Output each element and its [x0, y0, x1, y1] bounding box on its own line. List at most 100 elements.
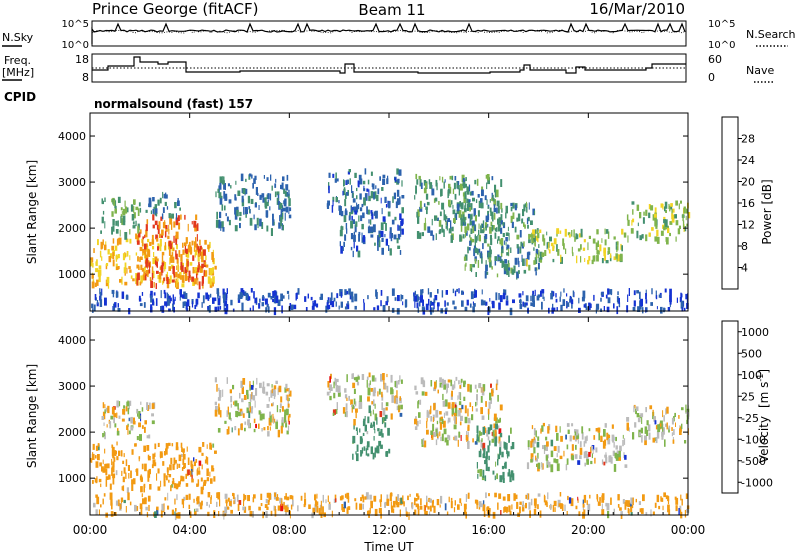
power-cell: [660, 203, 664, 208]
power-cell: [396, 198, 400, 206]
velocity-cell: [190, 464, 194, 472]
power-cell: [126, 207, 129, 213]
velocity-cell: [597, 427, 601, 433]
velocity-cell: [430, 416, 432, 422]
power-cell: [537, 294, 541, 298]
velocity-cell: [548, 461, 551, 468]
velocity-cell: [464, 416, 468, 424]
power-cell: [273, 296, 276, 304]
power-cell: [530, 234, 533, 238]
velocity-cell: [513, 493, 516, 501]
power-cell: [401, 207, 404, 214]
power-cell: [616, 257, 618, 262]
velocity-cell: [441, 384, 443, 388]
velocity-cell: [128, 417, 130, 422]
power-cell: [560, 256, 563, 264]
velocity-cell: [507, 472, 511, 477]
velocity-cell: [333, 392, 336, 399]
power-cell: [201, 302, 203, 308]
velocity-cell: [435, 429, 438, 437]
power-cell: [168, 213, 171, 219]
power-cell: [264, 298, 268, 305]
velocity-cell: [266, 506, 269, 510]
velocity-cell: [529, 510, 531, 518]
power-cell: [147, 269, 151, 274]
velocity-cell: [126, 401, 130, 407]
power-cell: [381, 247, 384, 255]
power-cell: [473, 210, 476, 217]
velocity-cell: [482, 384, 486, 391]
power-cell: [117, 238, 119, 244]
power-cell: [370, 171, 373, 176]
velocity-cell: [663, 427, 665, 435]
power-cell: [580, 244, 582, 250]
velocity-cell: [454, 435, 458, 441]
power-cell: [569, 298, 571, 303]
power-cell: [616, 241, 619, 245]
velocity-cell: [247, 495, 250, 502]
power-cell: [534, 267, 537, 272]
power-cell: [151, 266, 154, 274]
power-cell: [125, 238, 129, 243]
velocity-cell: [457, 395, 459, 401]
power-cell: [489, 247, 491, 256]
power-cell: [218, 192, 222, 199]
power-cell: [281, 205, 284, 213]
velocity-cell: [662, 410, 664, 418]
velocity-cell: [447, 379, 451, 383]
power-cell: [282, 224, 284, 231]
power-cell: [418, 301, 421, 307]
power-cell: [532, 291, 534, 299]
power-cell: [553, 307, 556, 312]
power-cell: [253, 291, 255, 299]
power-cell: [158, 233, 161, 238]
velocity-cell: [530, 440, 533, 448]
power-cell: [196, 234, 198, 242]
velocity-cell: [458, 409, 461, 417]
velocity-cell: [508, 505, 511, 513]
power-cell: [497, 239, 499, 244]
power-cell: [108, 256, 112, 263]
velocity-cell: [384, 422, 387, 428]
velocity-cell: [680, 494, 682, 501]
velocity-cell: [429, 505, 432, 512]
velocity-cell: [494, 492, 497, 498]
velocity-cell: [198, 446, 202, 453]
velocity-cell: [248, 423, 251, 428]
velocity-cell: [274, 390, 276, 397]
power-cell: [194, 253, 196, 258]
velocity-cell: [168, 442, 171, 446]
velocity-cell: [347, 496, 350, 503]
power-cell: [168, 308, 171, 312]
velocity-cell: [111, 444, 113, 449]
power-cell: [137, 256, 139, 262]
nsky-tick-top: 10^5: [62, 19, 89, 30]
power-cell: [357, 204, 360, 210]
velocity-cell: [122, 476, 125, 483]
power-cell: [222, 288, 225, 295]
velocity-cell: [446, 439, 449, 446]
power-cell: [223, 176, 225, 182]
velocity-cell: [377, 391, 379, 397]
power-cell: [568, 234, 571, 238]
velocity-cell: [206, 444, 208, 449]
velocity-cell: [492, 430, 495, 437]
velocity-cell: [623, 452, 625, 458]
power-cell: [353, 240, 355, 249]
velocity-cell: [132, 420, 136, 425]
velocity-cell: [176, 463, 178, 469]
power-cell: [458, 288, 460, 294]
velocity-cell: [206, 457, 209, 465]
power-cell: [536, 229, 539, 234]
power-cell: [387, 200, 389, 208]
velocity-cell: [334, 409, 338, 414]
velocity-cell: [156, 508, 159, 516]
power-cell: [552, 246, 555, 251]
velocity-cell: [111, 467, 113, 476]
velocity-cell: [251, 511, 254, 518]
velocity-cell: [225, 499, 228, 504]
power-cell: [528, 264, 531, 271]
velocity-cell: [331, 510, 333, 518]
power-cell: [96, 279, 99, 286]
power-cell: [600, 308, 602, 312]
